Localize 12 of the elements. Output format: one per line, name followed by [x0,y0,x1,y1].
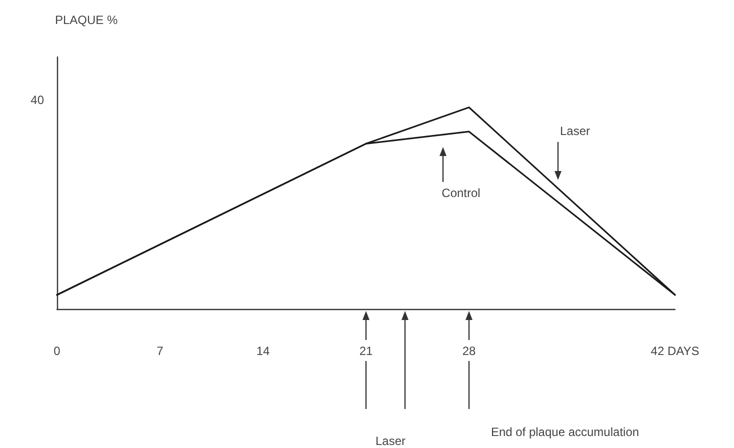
x-tick-label: 42 DAYS [650,344,700,358]
text: PLAQUE % [55,13,118,27]
x-tick-label: 14 [256,344,270,358]
x-tick-label: 21 [359,344,373,358]
x-tick-label: 28 [462,344,476,358]
text: End of plaque accumulation [490,425,640,439]
text: 40 [30,93,44,107]
annotation: Laser [560,124,590,138]
x-tick-label: 7 [156,344,164,358]
x-tick-label: 0 [54,344,61,358]
annotation: Control [442,186,480,200]
text: Laser [375,434,406,448]
